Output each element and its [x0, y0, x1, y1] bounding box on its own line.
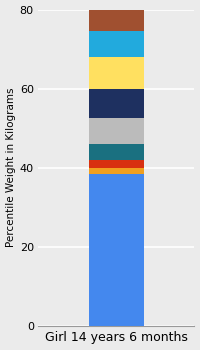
Bar: [89, 144, 144, 160]
Bar: [89, 168, 144, 174]
Bar: [89, 160, 144, 168]
Bar: [89, 31, 144, 57]
Bar: [89, 57, 144, 89]
Bar: [89, 174, 144, 326]
Bar: [89, 118, 144, 144]
Bar: [89, 89, 144, 118]
Y-axis label: Percentile Weight in Kilograms: Percentile Weight in Kilograms: [6, 88, 16, 247]
Bar: [89, 9, 144, 31]
